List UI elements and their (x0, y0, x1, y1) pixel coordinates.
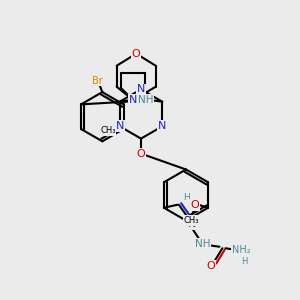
Text: N: N (188, 219, 196, 229)
Text: O: O (207, 261, 215, 271)
Text: NH₂: NH₂ (232, 245, 250, 255)
Text: NH: NH (195, 239, 211, 249)
Text: H: H (242, 257, 248, 266)
Text: CH₃: CH₃ (184, 216, 199, 225)
Text: O: O (136, 148, 146, 159)
Text: Br: Br (92, 76, 102, 86)
Text: O: O (132, 49, 141, 59)
Text: O: O (190, 200, 199, 210)
Text: NH: NH (138, 95, 154, 105)
Text: N: N (129, 95, 137, 105)
Text: N: N (137, 84, 145, 94)
Text: N: N (158, 121, 166, 131)
Text: N: N (116, 121, 124, 131)
Text: CH₃: CH₃ (100, 126, 116, 135)
Text: H: H (183, 193, 190, 202)
